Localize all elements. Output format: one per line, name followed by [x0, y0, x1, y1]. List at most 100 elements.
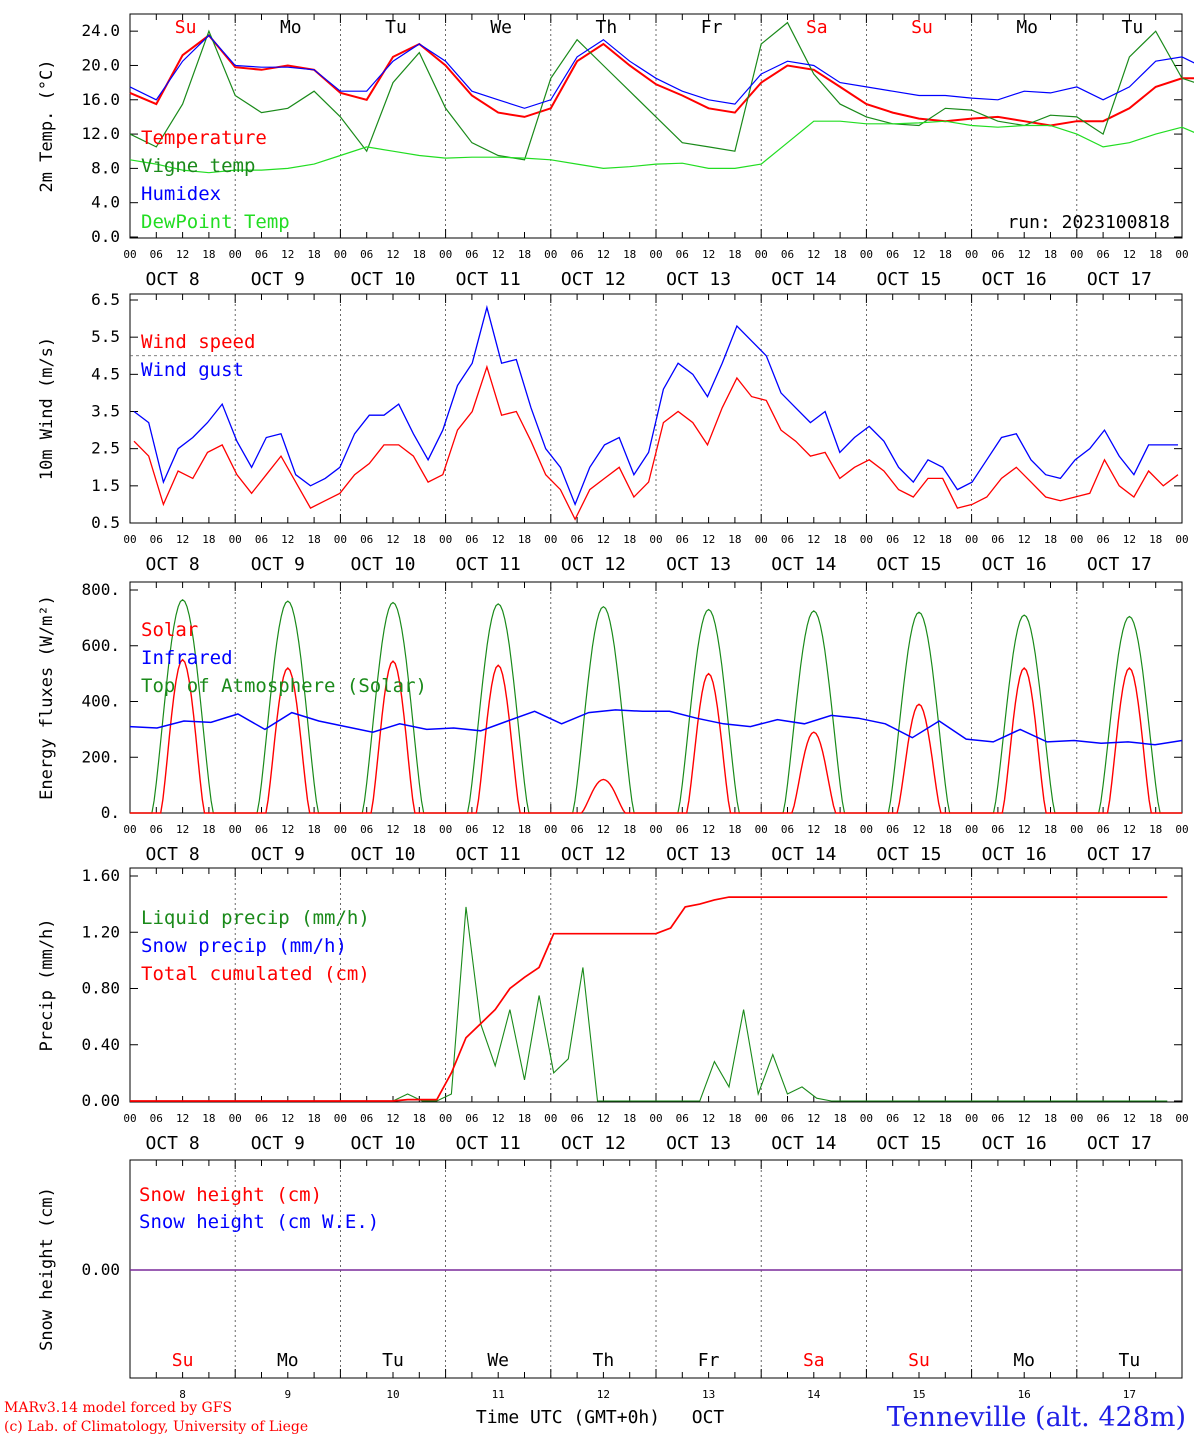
hour-tick-label: 00: [1070, 823, 1083, 836]
hour-tick-label: 00: [1070, 1112, 1083, 1125]
date-label: OCT 14: [771, 269, 836, 290]
date-label: OCT 11: [456, 1133, 521, 1154]
credit-lab: (c) Lab. of Climatology, University of L…: [4, 1419, 309, 1435]
hour-tick-label: 18: [833, 533, 846, 546]
hour-tick-label: 06: [150, 248, 163, 261]
date-label: OCT 12: [561, 844, 626, 865]
hour-tick-label: 06: [150, 1112, 163, 1125]
hour-tick-label: 06: [1096, 1112, 1109, 1125]
date-label: OCT 10: [350, 844, 415, 865]
date-label: OCT 15: [876, 1133, 941, 1154]
series-line-wind-gust: [133, 304, 1178, 507]
hour-tick-label: 06: [150, 533, 163, 546]
weekday-label: Mo: [277, 1350, 299, 1371]
hour-tick-label: 12: [492, 533, 505, 546]
date-label: OCT 8: [146, 844, 200, 865]
series-line-humidex: [129, 34, 1194, 109]
hour-tick-label: 00: [334, 533, 347, 546]
y-axis-label: Snow height (cm): [37, 1187, 57, 1351]
hour-tick-label: 18: [307, 533, 320, 546]
hour-tick-label: 00: [229, 533, 242, 546]
hour-tick-label: 12: [807, 1112, 820, 1125]
legend-entry: Wind speed: [141, 331, 255, 353]
y-tick-label: 12.0: [81, 124, 120, 143]
hour-tick-label: 00: [439, 1112, 452, 1125]
hour-tick-label: 00: [649, 823, 662, 836]
y-tick-label: 0.40: [81, 1035, 120, 1054]
hour-tick-label: 12: [386, 823, 399, 836]
date-label: OCT 15: [876, 269, 941, 290]
weekday-label: Sa: [806, 17, 828, 38]
hour-tick-label: 00: [123, 248, 136, 261]
hour-tick-label: 06: [676, 248, 689, 261]
hour-tick-label: 18: [202, 248, 215, 261]
hour-tick-label: 06: [570, 248, 583, 261]
weekday-label: Tu: [1122, 17, 1144, 38]
weekday-label: Mo: [1013, 1350, 1035, 1371]
date-label: OCT 10: [350, 269, 415, 290]
date-label: OCT 14: [771, 844, 836, 865]
hour-tick-label: 06: [781, 823, 794, 836]
date-label: OCT 8: [146, 269, 200, 290]
hour-tick-label: 12: [281, 1112, 294, 1125]
legend-entry: Solar: [141, 619, 198, 641]
series-line-wind-speed: [133, 364, 1179, 521]
weekday-label: Su: [172, 1350, 194, 1371]
weekday-label: Mo: [1016, 17, 1038, 38]
hour-tick-label: 06: [360, 1112, 373, 1125]
hour-tick-label: 12: [1018, 823, 1031, 836]
hour-tick-label: 12: [597, 248, 610, 261]
date-label: OCT 9: [251, 554, 305, 575]
hour-tick-label: 06: [255, 1112, 268, 1125]
legend-entry: Total cumulated (cm): [141, 963, 370, 985]
hour-tick-label: 12: [492, 1112, 505, 1125]
hour-tick-label: 00: [1175, 533, 1188, 546]
legend-entry: Humidex: [141, 183, 221, 205]
hour-tick-label: 18: [413, 248, 426, 261]
y-tick-label: 0.00: [81, 1260, 120, 1279]
hour-tick-label: 12: [807, 823, 820, 836]
y-tick-label: 1.20: [81, 922, 120, 941]
hour-tick-label: 06: [255, 533, 268, 546]
hour-tick-label: 06: [886, 1112, 899, 1125]
legend-entry: Snow precip (mm/h): [141, 935, 347, 957]
hour-tick-label: 12: [912, 1112, 925, 1125]
x-axis-label: Time UTC (GMT+0h): [476, 1407, 660, 1428]
date-label: OCT 16: [982, 1133, 1047, 1154]
date-label: OCT 16: [982, 554, 1047, 575]
hour-tick-label: 18: [307, 823, 320, 836]
hour-tick-label: 18: [1044, 248, 1057, 261]
hour-tick-label: 18: [413, 533, 426, 546]
date-label: OCT 12: [561, 554, 626, 575]
hour-tick-label: 00: [229, 1112, 242, 1125]
day-number: 14: [807, 1388, 821, 1401]
day-number: 15: [912, 1388, 925, 1401]
hour-tick-label: 18: [728, 1112, 741, 1125]
hour-tick-label: 06: [360, 823, 373, 836]
hour-tick-label: 18: [518, 533, 531, 546]
hour-tick-label: 12: [702, 248, 715, 261]
y-tick-label: 1.5: [91, 476, 120, 495]
hour-tick-label: 00: [860, 533, 873, 546]
hour-tick-label: 12: [1018, 1112, 1031, 1125]
hour-tick-label: 06: [886, 823, 899, 836]
date-label: OCT 11: [456, 269, 521, 290]
weekday-label: We: [487, 1350, 509, 1371]
hour-tick-label: 12: [912, 823, 925, 836]
series-line-temperature: [129, 34, 1194, 127]
weekday-label: Tu: [1119, 1350, 1141, 1371]
hour-tick-label: 12: [176, 248, 189, 261]
date-label: OCT 16: [982, 269, 1047, 290]
hour-tick-label: 00: [755, 248, 768, 261]
hour-tick-label: 18: [307, 1112, 320, 1125]
y-tick-label: 3.5: [91, 402, 120, 421]
hour-tick-label: 00: [439, 533, 452, 546]
hour-tick-label: 00: [965, 1112, 978, 1125]
hour-tick-label: 12: [281, 248, 294, 261]
weekday-label: Su: [175, 17, 197, 38]
y-axis-label: 10m Wind (m/s): [37, 337, 57, 480]
hour-tick-label: 00: [965, 248, 978, 261]
hour-tick-label: 12: [597, 533, 610, 546]
hour-tick-label: 18: [939, 248, 952, 261]
